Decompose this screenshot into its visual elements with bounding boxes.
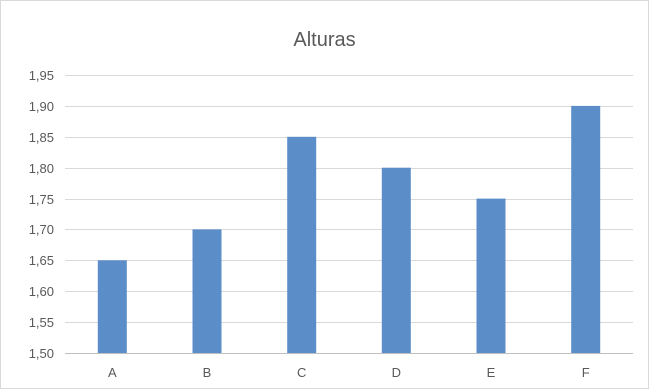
y-tick-label: 1,90 (29, 99, 54, 114)
y-tick-label: 1,80 (29, 161, 54, 176)
bar-a (97, 260, 127, 353)
y-tick-label: 1,60 (29, 284, 54, 299)
y-tick-label: 1,95 (29, 68, 54, 83)
y-tick-label: 1,75 (29, 192, 54, 207)
gridlines (65, 75, 633, 323)
bar-b (192, 229, 222, 353)
x-tick-label: B (203, 365, 212, 380)
x-tick-label: F (582, 365, 590, 380)
x-tick-label: E (487, 365, 496, 380)
y-tick-label: 1,50 (29, 346, 54, 361)
chart-title: Alturas (293, 29, 356, 51)
y-tick-label: 1,65 (29, 253, 54, 268)
x-tick-label: D (392, 365, 401, 380)
bar-c (287, 136, 317, 353)
y-tick-label: 1,55 (29, 315, 54, 330)
bars (97, 105, 601, 354)
bar-e (476, 198, 506, 353)
y-axis-ticks: 1,50 1,55 1,60 1,65 1,70 1,75 1,80 1,85 1,90 1,95 (29, 68, 54, 361)
bar-f (571, 105, 601, 354)
x-axis-ticks: A B C D E F (108, 365, 590, 380)
y-tick-label: 1,70 (29, 222, 54, 237)
y-tick-label: 1,85 (29, 130, 54, 145)
x-tick-label: C (297, 365, 306, 380)
x-tick-label: A (108, 365, 117, 380)
bar-d (381, 167, 411, 353)
